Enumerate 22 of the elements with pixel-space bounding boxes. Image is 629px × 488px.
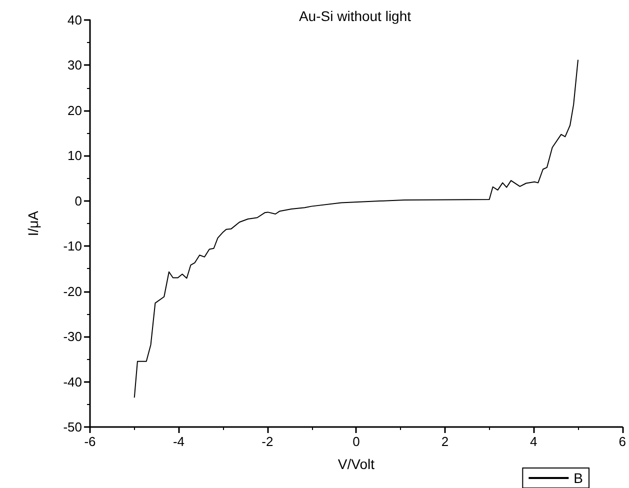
x-tick-label: -6 <box>84 434 96 449</box>
y-tick-label: -40 <box>63 374 82 390</box>
y-tick-label: -30 <box>63 329 82 344</box>
y-tick-label: 30 <box>68 58 82 73</box>
chart-title: Au-Si without light <box>298 8 412 24</box>
x-tick-label: -2 <box>262 434 274 449</box>
x-axis-title: V/Volt <box>338 456 375 472</box>
y-tick-label: -10 <box>63 238 82 254</box>
x-tick-label: 2 <box>441 434 449 449</box>
x-tick-label: 6 <box>618 434 626 449</box>
legend-label: B <box>574 470 584 486</box>
line-series <box>134 59 579 398</box>
y-tick-label: -50 <box>63 420 82 434</box>
y-tick-label: 40 <box>68 12 82 28</box>
y-tick-label: 10 <box>68 148 82 164</box>
y-tick-label: 20 <box>68 102 82 118</box>
x-tick-label: 0 <box>352 434 360 449</box>
x-tick-label: 4 <box>530 434 538 449</box>
y-tick-label: 0 <box>74 193 82 208</box>
y-axis-title: I/μA <box>25 210 41 236</box>
x-tick-label: -4 <box>172 434 185 449</box>
y-tick-label: -20 <box>63 284 82 299</box>
